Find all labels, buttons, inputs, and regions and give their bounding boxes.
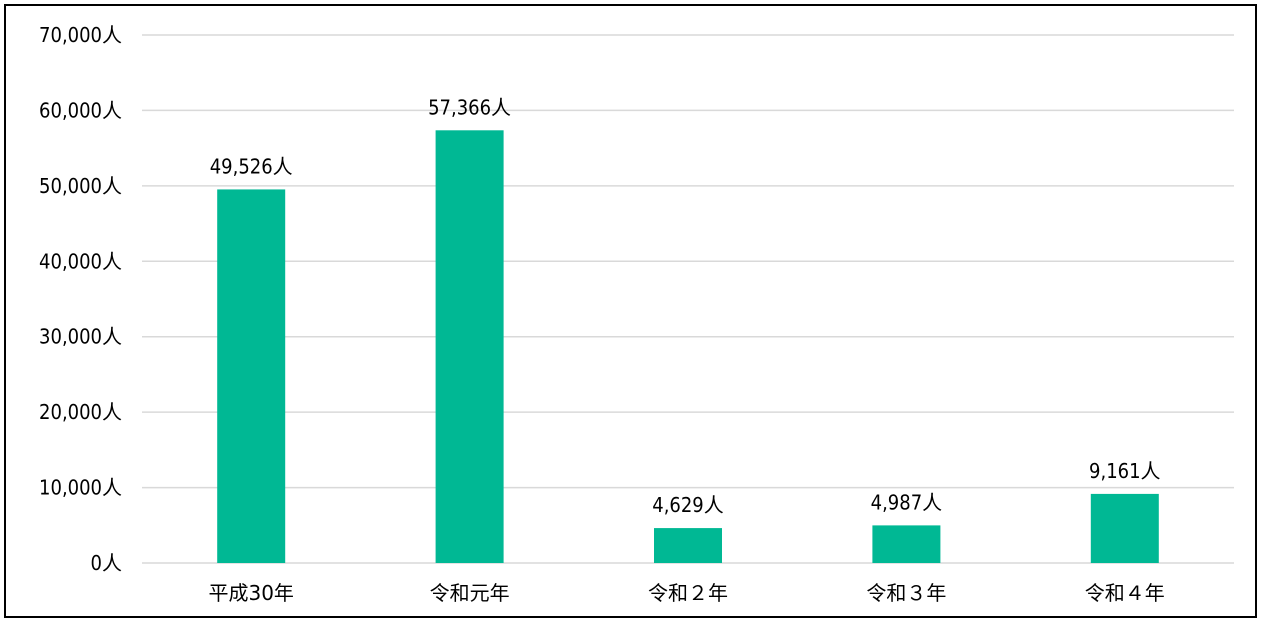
data-labels: 49,526人 57,366人 4,629人 4,987人 9,161人 bbox=[210, 95, 1161, 517]
y-tick-label: 50,000人 bbox=[39, 174, 122, 198]
x-tick-label: 令和元年 bbox=[430, 581, 510, 605]
bars bbox=[217, 130, 1159, 564]
y-tick-label: 20,000人 bbox=[39, 400, 122, 424]
y-tick-label: 40,000人 bbox=[39, 249, 122, 273]
bar bbox=[1090, 493, 1159, 563]
x-axis-ticks: 平成30年 令和元年 令和２年 令和３年 令和４年 bbox=[208, 581, 1164, 605]
x-tick-label: 令和３年 bbox=[866, 581, 946, 605]
x-tick-label: 平成30年 bbox=[208, 581, 293, 605]
chart-frame bbox=[4, 4, 1257, 618]
x-tick-label: 令和２年 bbox=[648, 581, 728, 605]
y-tick-label: 0人 bbox=[91, 551, 122, 575]
x-tick-label: 令和４年 bbox=[1085, 581, 1165, 605]
bar bbox=[435, 130, 504, 564]
y-tick-label: 70,000人 bbox=[39, 23, 122, 47]
y-tick-label: 10,000人 bbox=[39, 476, 122, 500]
data-label: 4,987人 bbox=[871, 490, 943, 514]
data-label: 57,366人 bbox=[428, 95, 511, 119]
gridlines bbox=[142, 34, 1234, 564]
data-label: 9,161人 bbox=[1089, 459, 1161, 483]
data-label: 4,629人 bbox=[652, 493, 724, 517]
y-axis-ticks: 0人 10,000人 20,000人 30,000人 40,000人 50,000人 60,… bbox=[39, 23, 122, 575]
bar bbox=[654, 528, 722, 563]
bar bbox=[217, 189, 286, 563]
y-tick-label: 60,000人 bbox=[39, 98, 122, 122]
data-label: 49,526人 bbox=[210, 154, 293, 178]
y-tick-label: 30,000人 bbox=[39, 325, 122, 349]
bar bbox=[872, 525, 941, 563]
